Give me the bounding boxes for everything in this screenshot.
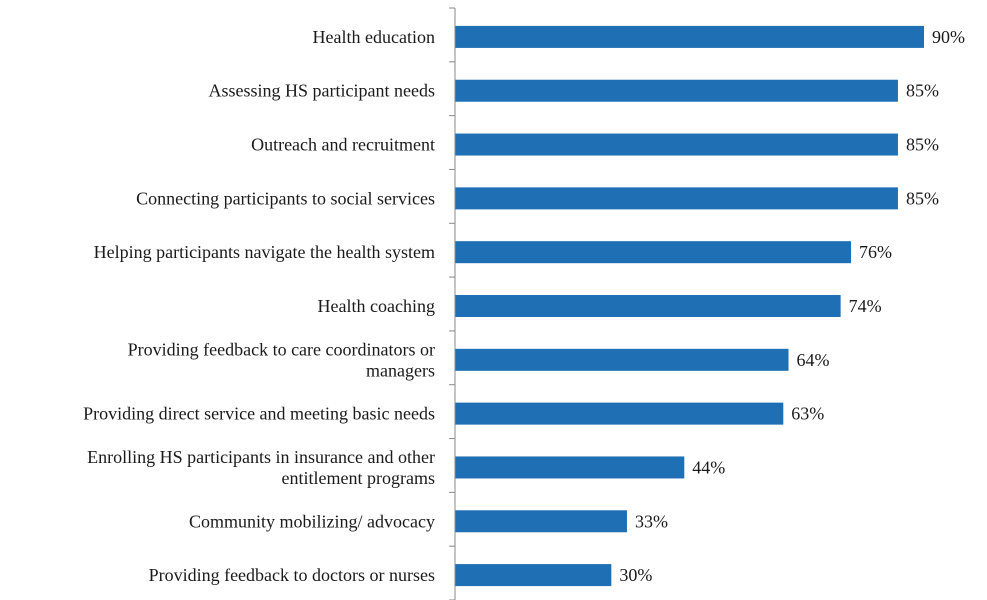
bar xyxy=(455,79,898,102)
category-label: Enrolling HS participants in insurance a… xyxy=(87,447,435,488)
category-label-line: entitlement programs xyxy=(282,468,435,488)
category-label-line: Providing feedback to doctors or nurses xyxy=(149,565,435,585)
category-label-line: Helping participants navigate the health… xyxy=(94,242,435,262)
category-label-line: Assessing HS participant needs xyxy=(209,81,435,101)
bar xyxy=(455,564,612,587)
data-label: 64% xyxy=(797,350,830,370)
bar xyxy=(455,402,784,425)
category-axis xyxy=(449,7,456,600)
category-label-line: Providing direct service and meeting bas… xyxy=(83,404,435,424)
data-label: 63% xyxy=(791,404,824,424)
category-label-line: Outreach and recruitment xyxy=(251,135,435,155)
category-label-line: Health education xyxy=(313,27,435,47)
category-label-line: Connecting participants to social servic… xyxy=(136,188,435,208)
data-label: 74% xyxy=(849,296,882,316)
data-label: 85% xyxy=(906,81,939,101)
data-label: 44% xyxy=(692,457,725,477)
bar xyxy=(455,241,852,264)
data-label: 76% xyxy=(859,242,892,262)
category-label: Providing feedback to care coordinators … xyxy=(128,339,435,380)
bar xyxy=(455,25,924,48)
category-label: Providing feedback to doctors or nurses xyxy=(149,565,435,585)
bar xyxy=(455,187,898,210)
data-label: 85% xyxy=(906,188,939,208)
bar xyxy=(455,456,685,479)
bar xyxy=(455,510,627,533)
bar xyxy=(455,295,841,317)
category-label: Health coaching xyxy=(318,296,435,316)
category-label: Outreach and recruitment xyxy=(251,135,435,155)
category-label: Helping participants navigate the health… xyxy=(94,242,435,262)
category-label: Providing direct service and meeting bas… xyxy=(83,404,435,424)
category-label-line: Enrolling HS participants in insurance a… xyxy=(87,447,435,467)
category-label-line: Community mobilizing/ advocacy xyxy=(189,511,435,531)
category-label: Assessing HS participant needs xyxy=(209,81,435,101)
category-label: Community mobilizing/ advocacy xyxy=(189,511,435,531)
category-labels-group: Health education Assessing HS participant… xyxy=(83,27,435,585)
bars-group xyxy=(455,25,924,587)
category-label: Health education xyxy=(313,27,435,47)
data-label: 90% xyxy=(932,27,965,47)
value-labels-group: 90% 85% 85% 85% 76% 74% 64% 63% 44% 33% 30% xyxy=(619,27,965,585)
category-label-line: Health coaching xyxy=(318,296,435,316)
category-label-line: managers xyxy=(366,360,435,380)
bar xyxy=(455,133,898,156)
category-label: Connecting participants to social servic… xyxy=(136,188,435,208)
data-label: 85% xyxy=(906,135,939,155)
category-label-line: Providing feedback to care coordinators … xyxy=(128,339,435,359)
bar xyxy=(455,348,789,371)
data-label: 30% xyxy=(619,565,652,585)
data-label: 33% xyxy=(635,511,668,531)
